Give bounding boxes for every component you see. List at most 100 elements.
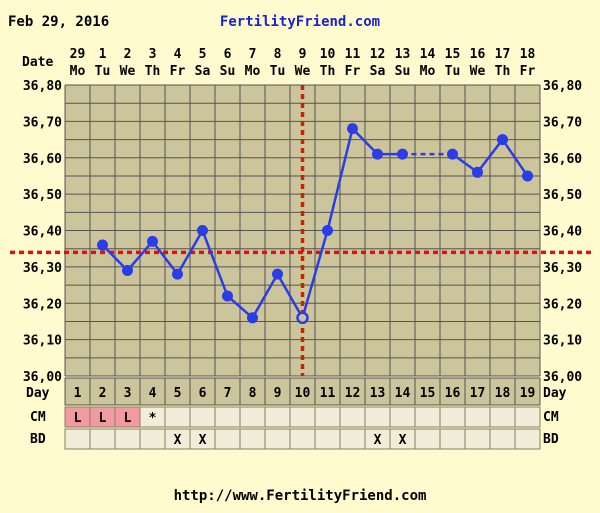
bd-cell bbox=[514, 428, 541, 450]
temp-line-segment bbox=[176, 229, 204, 275]
day-row-background bbox=[65, 378, 540, 405]
weekday-tick-label: Tu bbox=[270, 64, 286, 79]
weekday-tick-label: Sa bbox=[195, 64, 211, 79]
weekday-tick-label: Tu bbox=[95, 64, 111, 79]
y-tick-label-right: 36,50 bbox=[543, 188, 582, 203]
cycle-day-label: 14 bbox=[395, 386, 411, 401]
temp-point bbox=[197, 225, 208, 236]
temp-point bbox=[347, 123, 358, 135]
temp-line-segment bbox=[326, 128, 354, 231]
bd-cell bbox=[439, 428, 466, 450]
bd-cell bbox=[139, 428, 166, 450]
date-tick-label: 10 bbox=[320, 47, 336, 62]
bd-cell bbox=[489, 428, 516, 450]
bd-cell bbox=[289, 428, 316, 450]
temp-point bbox=[397, 148, 408, 160]
bd-cell bbox=[239, 428, 266, 450]
cm-cell-value: L bbox=[124, 411, 132, 426]
bd-cell bbox=[64, 428, 91, 450]
weekday-tick-label: Sa bbox=[370, 64, 386, 79]
y-tick-label-left: 36,60 bbox=[23, 152, 62, 167]
day-cell bbox=[514, 377, 541, 406]
temp-line-segment bbox=[126, 240, 154, 272]
date-tick-label: 7 bbox=[249, 47, 257, 62]
cycle-day-label: 3 bbox=[124, 386, 132, 401]
cm-cell bbox=[289, 406, 316, 428]
cycle-day-label: 15 bbox=[420, 386, 436, 401]
cycle-day-label: 8 bbox=[249, 386, 257, 401]
bd-cell bbox=[339, 428, 366, 450]
day-row-label-right: Day bbox=[543, 386, 567, 401]
temp-point bbox=[97, 239, 108, 251]
temp-point bbox=[372, 148, 383, 160]
y-tick-label-left: 36,70 bbox=[23, 115, 62, 130]
cm-cell-value: L bbox=[99, 411, 107, 426]
date-tick-label: 17 bbox=[495, 47, 511, 62]
bd-cell bbox=[314, 428, 341, 450]
cycle-day-label: 13 bbox=[370, 386, 386, 401]
y-tick-label-right: 36,60 bbox=[543, 152, 582, 167]
cycle-day-label: 2 bbox=[99, 386, 107, 401]
cm-cell bbox=[414, 406, 441, 428]
date-tick-label: 16 bbox=[470, 47, 486, 62]
y-tick-label-left: 36,00 bbox=[23, 370, 62, 385]
temp-line-segment bbox=[351, 127, 379, 155]
date-tick-label: 1 bbox=[99, 47, 107, 62]
bd-cell bbox=[464, 428, 491, 450]
temp-line-segment bbox=[276, 273, 304, 319]
cycle-day-label: 1 bbox=[74, 386, 82, 401]
bd-cell-value: X bbox=[399, 433, 407, 448]
site-name: FertilityFriend.com bbox=[220, 14, 380, 30]
day-row-label-left: Day bbox=[26, 386, 50, 401]
cm-cell-value: L bbox=[74, 411, 82, 426]
bd-cell bbox=[114, 428, 141, 450]
y-tick-label-left: 36,30 bbox=[23, 261, 62, 276]
bd-cell bbox=[214, 428, 241, 450]
date-tick-label: 2 bbox=[124, 47, 132, 62]
bd-cell bbox=[89, 428, 116, 450]
weekday-tick-label: Fr bbox=[345, 64, 361, 79]
cm-cell bbox=[464, 406, 491, 428]
bd-cell-value: X bbox=[374, 433, 382, 448]
weekday-tick-label: Su bbox=[395, 64, 411, 79]
cm-cell bbox=[189, 406, 216, 428]
cycle-day-label: 12 bbox=[345, 386, 361, 401]
cycle-day-label: 16 bbox=[445, 386, 461, 401]
temp-line-segment bbox=[251, 273, 279, 319]
date-tick-label: 11 bbox=[345, 47, 361, 62]
cycle-day-label: 4 bbox=[149, 386, 157, 401]
y-tick-label-left: 36,20 bbox=[23, 297, 62, 312]
date-tick-label: 12 bbox=[370, 47, 386, 62]
y-tick-label-right: 36,00 bbox=[543, 370, 582, 385]
y-tick-label-right: 36,30 bbox=[543, 261, 582, 276]
cycle-day-label: 5 bbox=[174, 386, 182, 401]
cm-cell bbox=[364, 406, 391, 428]
date-tick-label: 14 bbox=[420, 47, 436, 62]
weekday-tick-label: Mo bbox=[70, 64, 86, 79]
weekday-tick-label: Mo bbox=[420, 64, 436, 79]
temp-point bbox=[497, 134, 508, 146]
weekday-tick-label: Th bbox=[320, 64, 336, 79]
y-tick-label-right: 36,80 bbox=[543, 79, 582, 94]
temp-point bbox=[147, 235, 158, 247]
bd-cell bbox=[264, 428, 291, 450]
weekday-tick-label: Fr bbox=[520, 64, 536, 79]
cycle-day-label: 6 bbox=[199, 386, 207, 401]
temp-line-segment bbox=[101, 244, 129, 272]
chart-marks-layer: 36,00 36,00 36,10 36,10 36,20 36,20 36,30 36,30… bbox=[10, 47, 592, 450]
temp-point-open bbox=[296, 311, 309, 325]
y-tick-label-right: 36,10 bbox=[543, 334, 582, 349]
cycle-day-label: 9 bbox=[274, 386, 282, 401]
temp-line-segment bbox=[301, 230, 329, 319]
date-tick-label: 8 bbox=[274, 47, 282, 62]
cm-cell bbox=[214, 406, 241, 428]
weekday-tick-label: Su bbox=[220, 64, 236, 79]
weekday-tick-label: Th bbox=[495, 64, 511, 79]
cycle-day-label: 10 bbox=[295, 386, 311, 401]
bd-cell bbox=[414, 428, 441, 450]
date-tick-label: 29 bbox=[70, 47, 86, 62]
cm-cell bbox=[489, 406, 516, 428]
cm-cell bbox=[339, 406, 366, 428]
temp-point bbox=[122, 265, 133, 277]
